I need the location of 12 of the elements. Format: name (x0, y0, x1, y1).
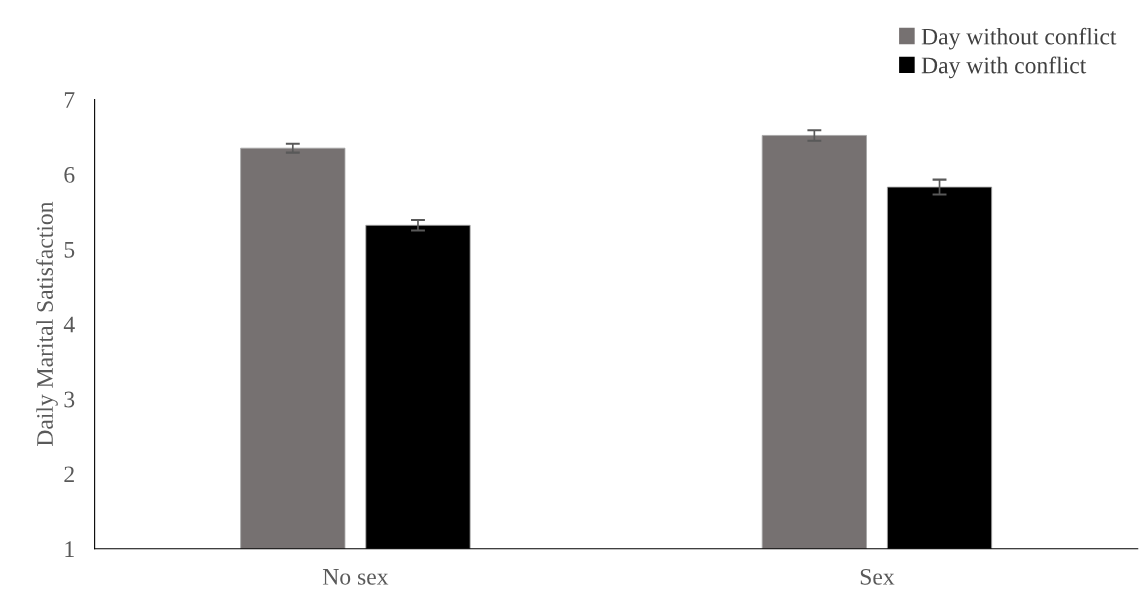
y-tick-label: 1 (65, 541, 74, 557)
x-tick-label: No sex (322, 569, 389, 585)
y-tick-label: 3 (64, 391, 75, 408)
y-tick-label: 2 (64, 466, 74, 483)
y-tick-label: 6 (64, 166, 75, 183)
y-tick-label: 7 (64, 92, 75, 108)
legend-label: Day without conflict (921, 27, 1117, 50)
y-axis-title: Daily Marital Satisfaction (36, 201, 58, 447)
x-tick-label: Sex (860, 568, 895, 585)
legend-label: Day with conflict (921, 56, 1087, 79)
y-tick-label: 4 (63, 316, 75, 333)
y-tick-label: 5 (64, 241, 75, 258)
